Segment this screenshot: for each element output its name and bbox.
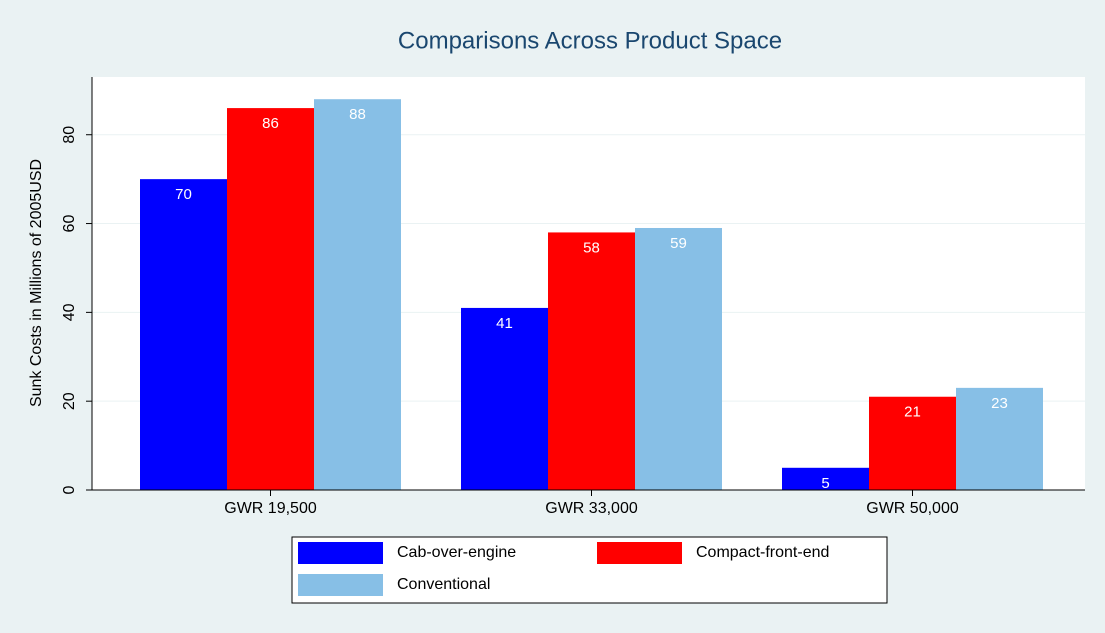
bar bbox=[956, 387, 1043, 490]
value-label: 21 bbox=[904, 404, 921, 421]
legend-label: Conventional bbox=[397, 576, 490, 593]
bar bbox=[869, 396, 956, 490]
bar bbox=[782, 467, 869, 490]
value-label: 88 bbox=[349, 106, 366, 123]
bar bbox=[314, 99, 401, 491]
value-label: 41 bbox=[496, 315, 513, 332]
y-tick-label: 40 bbox=[61, 303, 78, 321]
legend bbox=[291, 536, 888, 604]
legend-label: Compact-front-end bbox=[696, 544, 829, 561]
legend-label: Cab-over-engine bbox=[397, 544, 516, 561]
value-label: 59 bbox=[670, 235, 687, 252]
legend-swatch bbox=[298, 574, 383, 596]
value-label: 5 bbox=[821, 475, 829, 492]
y-tick-label: 80 bbox=[61, 126, 78, 144]
value-label: 70 bbox=[175, 186, 192, 203]
y-tick-label: 0 bbox=[61, 485, 78, 494]
y-tick-label: 20 bbox=[61, 392, 78, 410]
bar bbox=[227, 108, 314, 490]
bar bbox=[140, 179, 227, 491]
x-tick-label: GWR 50,000 bbox=[866, 500, 959, 517]
legend-swatch bbox=[597, 542, 682, 564]
bar bbox=[635, 227, 722, 490]
bar bbox=[548, 232, 635, 490]
value-label: 86 bbox=[262, 115, 279, 132]
legend-swatch bbox=[298, 542, 383, 564]
x-tick-label: GWR 19,500 bbox=[224, 500, 317, 517]
bar bbox=[461, 307, 548, 490]
value-label: 23 bbox=[991, 395, 1008, 412]
chart-title: Comparisons Across Product Space bbox=[398, 27, 782, 54]
x-tick-label: GWR 33,000 bbox=[545, 500, 638, 517]
value-label: 58 bbox=[583, 239, 600, 256]
y-tick-label: 60 bbox=[61, 215, 78, 233]
y-axis-label: Sunk Costs in Millions of 2005USD bbox=[28, 159, 45, 407]
